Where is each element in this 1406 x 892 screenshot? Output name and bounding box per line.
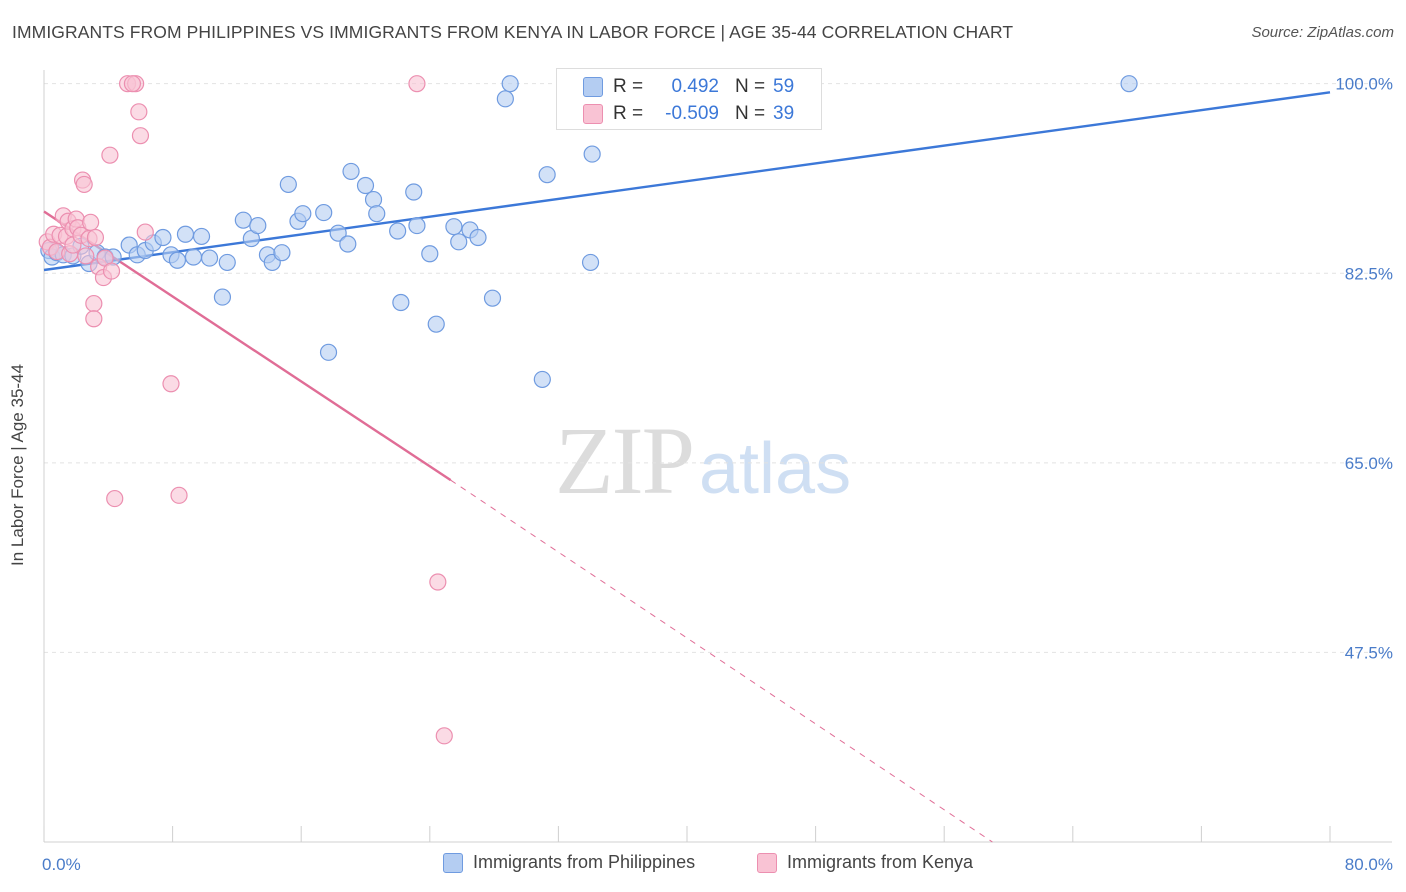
chart-title: IMMIGRANTS FROM PHILIPPINES VS IMMIGRANT… (12, 22, 1014, 42)
y-tick-label: 65.0% (1345, 454, 1393, 473)
point-kenya (170, 486, 188, 504)
point-philippines (392, 293, 410, 312)
point-philippines (483, 289, 502, 307)
point-kenya (136, 223, 154, 241)
watermark-atlas: atlas (699, 429, 852, 509)
x-tick-label: 80.0% (1345, 855, 1393, 874)
point-philippines (427, 315, 445, 333)
y-tick-label: 82.5% (1345, 264, 1393, 283)
stats-swatch-philippines (583, 77, 603, 97)
point-philippines (469, 228, 487, 247)
legend-item-philippines[interactable]: Immigrants from Philippines (443, 852, 695, 873)
point-kenya (130, 103, 148, 121)
legend-label-kenya: Immigrants from Kenya (787, 852, 974, 872)
trend-lines (43, 91, 1331, 843)
point-philippines (329, 224, 347, 242)
point-philippines (294, 205, 312, 223)
point-kenya (75, 175, 93, 194)
y-tick-label: 47.5% (1345, 643, 1393, 662)
point-philippines (496, 90, 514, 108)
stats-n-label: N = (735, 76, 766, 97)
stats-r-value: 0.492 (671, 76, 719, 97)
point-philippines (339, 235, 357, 253)
point-philippines (154, 228, 172, 247)
point-philippines (192, 227, 211, 246)
point-philippines (200, 249, 219, 267)
legend-item-kenya[interactable]: Immigrants from Kenya (757, 852, 973, 873)
legend-swatch-philippines (443, 852, 463, 873)
x-tick-label: 0.0% (42, 855, 81, 874)
axes (43, 70, 1392, 843)
stats-n-value: 59 (773, 76, 795, 97)
stats-row-kenya: R = -0.509 N = 39 (557, 100, 821, 128)
legend: Immigrants from Philippines Immigrants f… (0, 852, 1406, 878)
point-philippines (234, 211, 252, 229)
point-philippines (342, 162, 360, 181)
point-philippines (501, 75, 519, 93)
point-philippines (364, 190, 383, 209)
point-philippines (538, 166, 556, 184)
point-philippines (405, 183, 423, 201)
tick-labels: 47.5% 65.0% 82.5% 100.0% 0.0% 80.0% (42, 75, 1393, 874)
point-philippines (279, 175, 297, 194)
trend-line-kenya (450, 479, 993, 843)
source-label: Source: ZipAtlas.com (1251, 24, 1394, 41)
grid-lines (44, 83, 1392, 653)
stats-box: R = 0.492 N = 59 R = -0.509 N = 39 (556, 68, 822, 130)
point-kenya (85, 310, 103, 328)
legend-swatch-kenya (757, 852, 777, 873)
point-kenya (82, 213, 100, 231)
point-kenya (131, 127, 150, 145)
stats-r-label: R = (613, 76, 644, 97)
stats-r-label: R = (613, 103, 644, 124)
stats-n-label: N = (735, 103, 766, 124)
point-kenya (85, 294, 103, 313)
point-philippines (408, 216, 426, 235)
stats-n-value: 39 (773, 103, 795, 124)
stats-row-philippines: R = 0.492 N = 59 (557, 73, 821, 101)
point-philippines (213, 288, 232, 306)
point-kenya (123, 75, 142, 93)
point-philippines (176, 225, 195, 243)
point-kenya (408, 75, 426, 93)
point-philippines (445, 218, 463, 236)
point-philippines (184, 248, 203, 266)
point-kenya (102, 262, 121, 280)
point-kenya (106, 489, 124, 508)
point-philippines (249, 216, 267, 235)
point-philippines (389, 222, 407, 240)
point-kenya (435, 727, 453, 745)
point-philippines (218, 253, 236, 272)
point-philippines (1120, 75, 1138, 93)
point-kenya (162, 375, 180, 393)
point-kenya (101, 146, 119, 164)
watermark-zip: ZIP (555, 407, 695, 514)
point-philippines (368, 205, 386, 223)
point-philippines (533, 370, 551, 389)
point-kenya (86, 228, 105, 247)
point-philippines (319, 343, 338, 361)
point-philippines (450, 233, 468, 251)
point-philippines (273, 244, 291, 262)
point-philippines (421, 245, 439, 263)
point-philippines (315, 203, 333, 222)
point-philippines (356, 176, 375, 195)
point-philippines (583, 145, 601, 163)
watermark: ZIPatlas (555, 405, 851, 516)
point-philippines (168, 251, 187, 269)
point-kenya (77, 247, 95, 265)
data-points (38, 75, 1138, 745)
stats-r-value: -0.509 (665, 103, 719, 124)
legend-label-philippines: Immigrants from Philippines (473, 852, 696, 872)
point-kenya (429, 573, 447, 591)
stats-swatch-kenya (583, 104, 603, 124)
y-tick-label: 100.0% (1335, 75, 1393, 94)
point-philippines (581, 253, 600, 272)
